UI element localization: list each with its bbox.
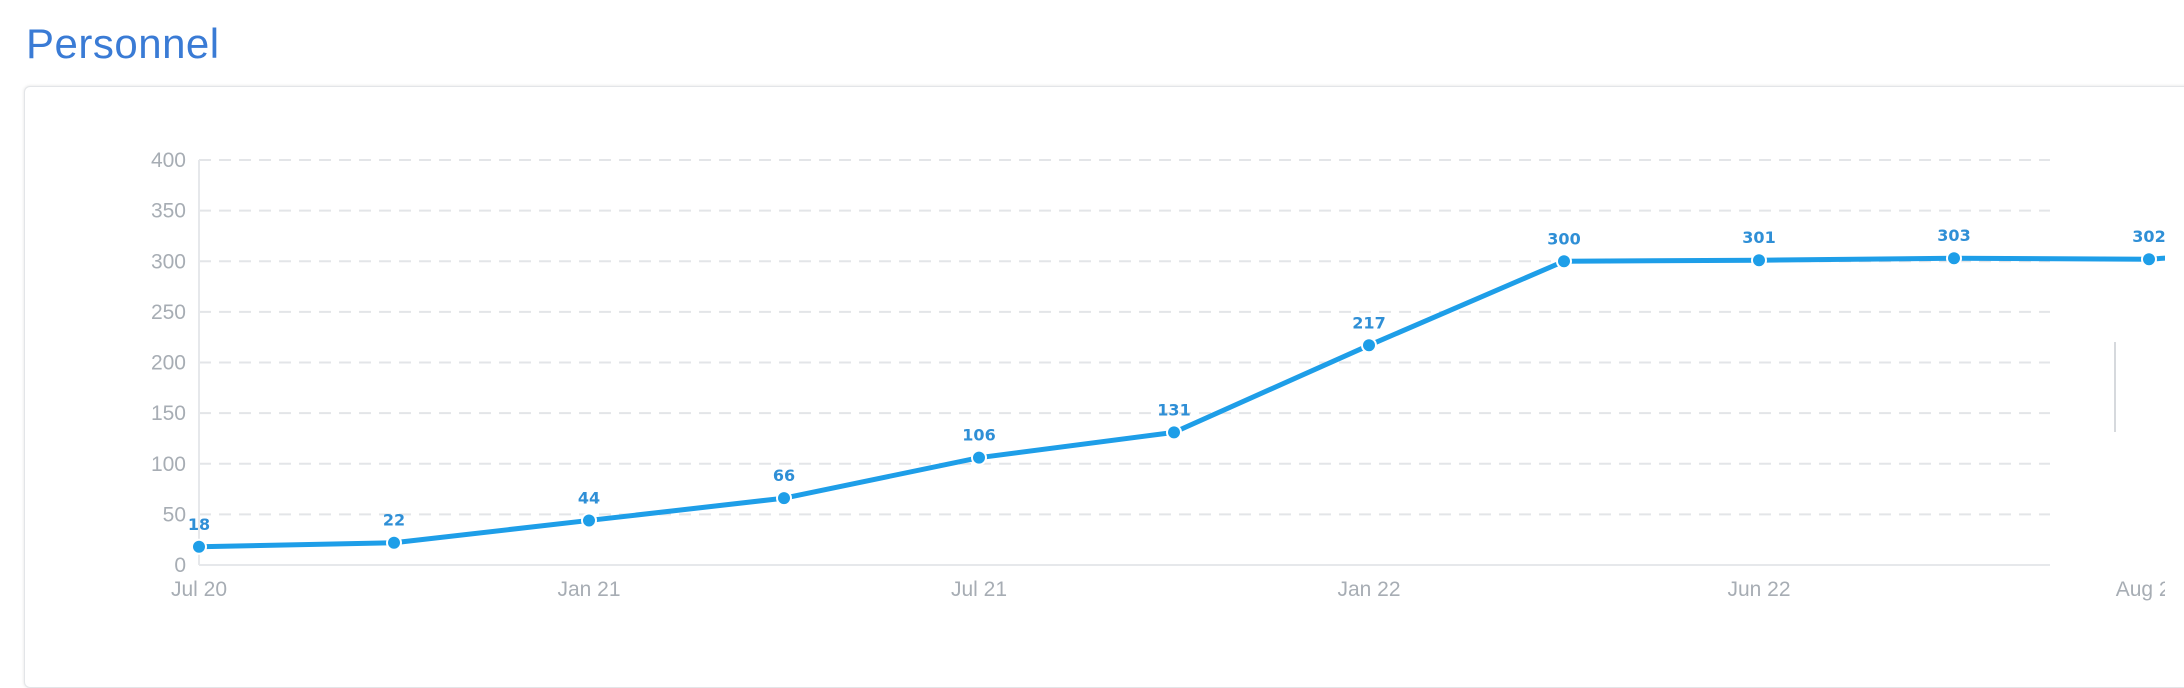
axes	[198, 160, 2050, 566]
data-labels: 1822446610613121730030130330231532032834…	[188, 226, 2165, 534]
data-point[interactable]	[971, 449, 987, 466]
y-tick-label: 50	[163, 503, 186, 526]
x-tick-label: Jun 22	[1727, 578, 1790, 601]
x-tick-label: Aug 22	[2116, 578, 2165, 601]
data-label: 131	[1157, 400, 1190, 419]
x-tick-label: Jul 21	[951, 578, 1007, 601]
data-label: 18	[188, 515, 210, 534]
data-label: 302	[2132, 227, 2165, 246]
y-tick-label: 100	[151, 453, 186, 476]
data-label: 66	[773, 466, 795, 485]
data-label: 217	[1352, 313, 1385, 332]
x-tick-label: Jan 21	[557, 578, 620, 601]
data-point[interactable]	[581, 512, 597, 529]
data-label: 303	[1937, 226, 1970, 245]
y-tick-label: 300	[151, 250, 186, 273]
data-point[interactable]	[776, 490, 792, 507]
y-tick-label: 250	[151, 301, 186, 324]
data-point[interactable]	[2141, 251, 2157, 268]
y-tick-label: 150	[151, 402, 186, 425]
x-tick-label: Jan 22	[1337, 578, 1400, 601]
data-point[interactable]	[1361, 337, 1377, 354]
y-tick-label: 200	[151, 352, 186, 375]
y-tick-label: 0	[174, 554, 186, 577]
page-title: Personnel	[26, 20, 220, 67]
data-label: 22	[383, 511, 405, 530]
y-axis-tick-labels: 0 50 100 150 200 250 300 350 400	[151, 149, 186, 577]
series-line	[196, 255, 2165, 550]
data-point[interactable]	[1556, 253, 1572, 270]
data-point[interactable]	[1166, 424, 1182, 441]
grid-lines	[199, 159, 2050, 516]
data-point[interactable]	[191, 538, 207, 555]
x-tick-label: Jul 20	[171, 578, 227, 601]
y-tick-label: 350	[151, 200, 186, 223]
series-line-path	[196, 255, 2165, 550]
scroll-indicator[interactable]	[2114, 342, 2116, 432]
personnel-line-chart: 0 50 100 150 200 250 300 350 400 Jul 20 Jan 21 Jul…	[151, 149, 2165, 601]
y-tick-label: 400	[151, 149, 186, 172]
chart-card: 0 50 100 150 200 250 300 350 400 Jul 20 Jan 21 Jul…	[24, 86, 2184, 688]
data-point[interactable]	[1751, 252, 1767, 269]
series-points	[191, 250, 2157, 555]
data-point[interactable]	[1946, 250, 1962, 267]
data-label: 300	[1547, 229, 1580, 248]
data-point[interactable]	[386, 534, 402, 551]
data-label: 301	[1742, 228, 1775, 247]
data-label: 106	[962, 426, 995, 445]
data-label: 44	[578, 488, 600, 507]
